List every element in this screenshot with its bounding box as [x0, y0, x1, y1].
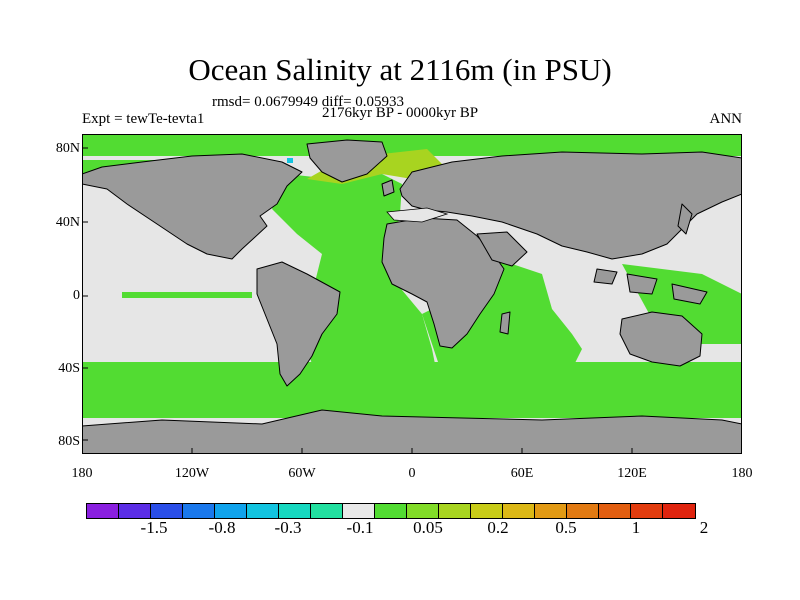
- colorbar-swatch: [215, 504, 247, 518]
- colorbar-swatch: [151, 504, 183, 518]
- antarctica: [82, 409, 742, 454]
- colorbar-label: -0.3: [274, 518, 302, 537]
- colorbar-label: 2: [699, 518, 709, 537]
- map-ticks: [82, 147, 742, 454]
- colorbar: [86, 503, 696, 519]
- colorbar-swatch: [503, 504, 535, 518]
- lat-label: 0: [73, 288, 80, 303]
- colorbar-swatch: [567, 504, 599, 518]
- colorbar-swatch: [663, 504, 695, 518]
- colorbar-label: -0.8: [208, 518, 236, 537]
- colorbar-swatch: [183, 504, 215, 518]
- experiment-label: Expt = tewTe-tevta1: [82, 111, 205, 127]
- africa: [381, 217, 505, 349]
- colorbar-swatch: [119, 504, 151, 518]
- lon-label: 0: [408, 466, 416, 481]
- lon-label: 60E: [510, 466, 534, 481]
- page-title: Ocean Salinity at 2116m (in PSU): [188, 52, 612, 87]
- north-america: [82, 153, 303, 260]
- south-america: [256, 261, 341, 387]
- colorbar-swatch: [375, 504, 407, 518]
- lat-label: 40S: [58, 361, 80, 376]
- colorbar-swatch: [631, 504, 663, 518]
- colorbar-label: 1: [631, 518, 641, 537]
- australia: [619, 311, 703, 367]
- colorbar-swatch: [471, 504, 503, 518]
- lon-label: 120W: [174, 466, 210, 481]
- lat-label: 40N: [55, 215, 80, 230]
- colorbar-swatch: [439, 504, 471, 518]
- colorbar-label: 0.05: [413, 518, 443, 537]
- season-label: ANN: [709, 111, 743, 127]
- arabia: [476, 231, 528, 267]
- lon-label: 120E: [617, 466, 647, 481]
- colorbar-swatch: [279, 504, 311, 518]
- colorbar-swatch: [343, 504, 375, 518]
- colorbar-swatch: [247, 504, 279, 518]
- colorbar-label: -0.1: [346, 518, 374, 537]
- lon-label: 180: [71, 466, 93, 481]
- lat-label: 80S: [58, 434, 80, 449]
- lat-label: 80N: [55, 141, 80, 156]
- lon-label: 60W: [288, 466, 316, 481]
- continents: [82, 139, 742, 454]
- colorbar-swatch: [311, 504, 343, 518]
- colorbar-swatch: [87, 504, 119, 518]
- inland-seas: [386, 207, 449, 223]
- lon-label: 180: [731, 466, 753, 481]
- colorbar-label: 0.5: [555, 518, 577, 537]
- stats-label: rmsd= 0.0679949 diff= 0.05933: [212, 94, 405, 110]
- colorbar-label: 0.2: [487, 518, 509, 537]
- colorbar-swatch: [535, 504, 567, 518]
- period-label: 2176kyr BP - 0000kyr BP: [322, 105, 479, 121]
- colorbar-label: -1.5: [140, 518, 168, 537]
- colorbar-swatch: [599, 504, 631, 518]
- colorbar-swatch: [407, 504, 439, 518]
- anomaly-cyan: [287, 158, 293, 163]
- greenland: [306, 139, 388, 183]
- salinity-map: [82, 134, 742, 454]
- eurasia: [399, 151, 742, 260]
